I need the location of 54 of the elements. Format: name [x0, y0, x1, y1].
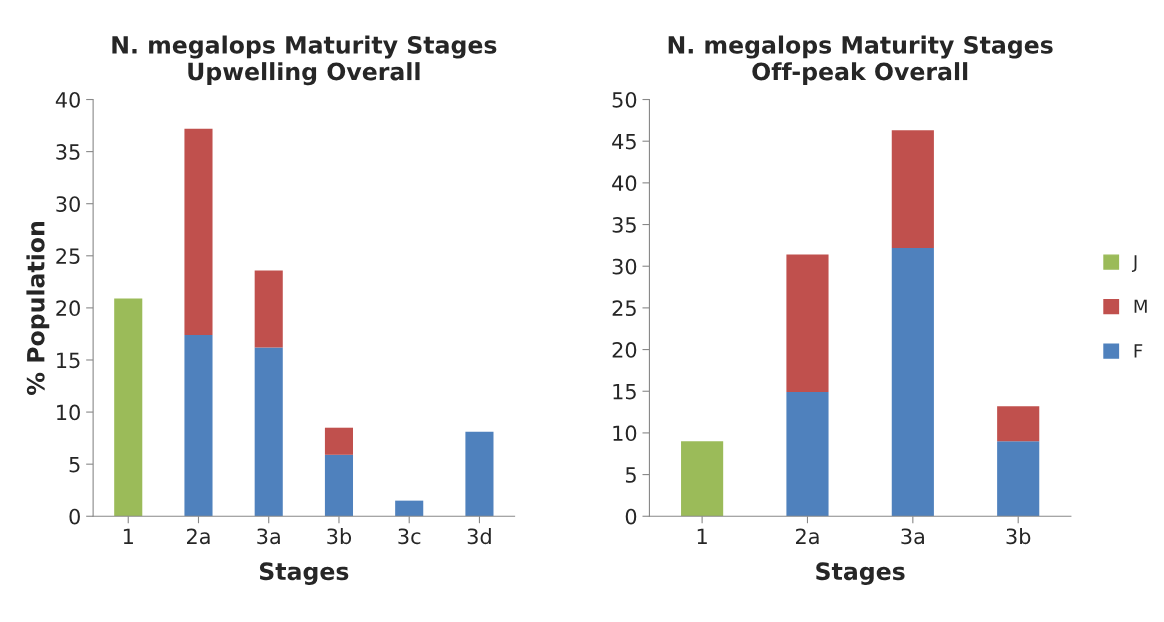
bar — [786, 254, 829, 393]
chart-title: N. megalops Maturity Stages Off-peak Overall — [668, 35, 1053, 85]
x-tick-label: 3a — [257, 528, 280, 545]
y-tick-label: 40 — [55, 91, 80, 108]
y-axis-title: % Population — [26, 221, 50, 395]
y-tick-label: 20 — [56, 300, 80, 317]
bar — [997, 441, 1040, 517]
y-tick-label: 45 — [612, 133, 636, 150]
x-axis-title: Stages — [816, 562, 905, 585]
y-tick-label: 5 — [625, 467, 636, 483]
bar — [786, 392, 829, 517]
y-tick-label: 35 — [612, 216, 636, 233]
x-tick-label: 1 — [123, 528, 133, 544]
y-tick-label: 0 — [625, 508, 637, 525]
y-tick-label: 15 — [57, 352, 80, 369]
y-tick-label: 50 — [612, 91, 637, 108]
bar — [254, 347, 283, 517]
bar — [395, 500, 424, 517]
x-tick-label: 3a — [901, 528, 924, 545]
legend-label: M — [1134, 299, 1147, 313]
y-tick-label: 30 — [56, 196, 80, 212]
bar — [891, 247, 934, 517]
y-tick-label: 5 — [69, 456, 80, 473]
y-tick-label: 0 — [69, 508, 80, 525]
bar — [891, 130, 934, 248]
y-tick-label: 30 — [612, 258, 637, 275]
bar — [184, 128, 213, 335]
x-tick-label: 1 — [697, 528, 707, 544]
x-tick-label: 2a — [187, 528, 210, 545]
y-tick-label: 20 — [612, 342, 637, 358]
y-tick-label: 10 — [613, 425, 637, 442]
x-axis-title: Stages — [259, 562, 349, 585]
x-tick-label: 3d — [467, 528, 491, 545]
bar — [681, 441, 724, 517]
x-tick-label: 3b — [327, 528, 352, 545]
bar — [114, 298, 143, 517]
bar — [254, 270, 283, 348]
bar — [997, 406, 1040, 442]
x-tick-label: 3b — [1006, 528, 1031, 545]
y-tick-label: 10 — [57, 404, 80, 421]
bar — [324, 454, 354, 517]
bar — [184, 334, 213, 517]
chart-title: N. megalops Maturity Stages Upwelling Overall — [112, 35, 497, 86]
y-tick-label: 15 — [613, 383, 636, 400]
bar — [465, 431, 494, 517]
x-tick-label: 2a — [795, 528, 819, 545]
bar — [324, 427, 354, 455]
y-tick-label: 25 — [612, 300, 636, 317]
legend-label: J — [1131, 255, 1137, 272]
legend-label: F — [1134, 344, 1143, 358]
y-tick-label: 40 — [612, 175, 637, 192]
x-tick-label: 3c — [398, 528, 421, 545]
y-tick-label: 35 — [56, 144, 80, 160]
y-tick-label: 25 — [56, 248, 80, 265]
